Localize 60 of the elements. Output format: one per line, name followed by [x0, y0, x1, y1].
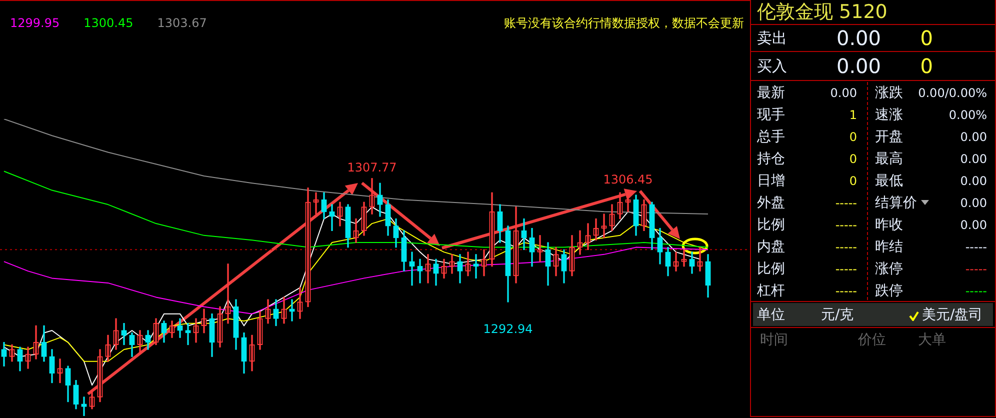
text: 最低 [875, 172, 903, 190]
text: 0 [920, 26, 933, 50]
text: 日增 [757, 172, 785, 190]
text: 0 [920, 54, 933, 78]
text: 开盘 [875, 128, 903, 146]
text: 杠杆 [757, 282, 785, 300]
text: 昨结 [875, 238, 903, 256]
text: 比例 [757, 260, 785, 278]
text: 0.00 [960, 173, 987, 190]
annotation: 1307.77 [347, 160, 397, 175]
text: ----- [965, 239, 987, 256]
text: 元/克 [821, 306, 854, 324]
text: 结算价 [875, 194, 917, 212]
text: 1299.95 [10, 16, 60, 30]
text: 0.00 [836, 54, 881, 78]
text: 最高 [875, 150, 903, 168]
text: 伦敦金现 5120 [757, 1, 888, 23]
text: ----- [835, 195, 857, 212]
text: 涨停 [875, 260, 903, 278]
text: 1 [849, 107, 857, 124]
text: 0.00 [960, 151, 987, 168]
text: 最新 [757, 84, 785, 102]
text: ----- [835, 217, 857, 234]
annotation: 1292.94 [483, 322, 533, 336]
text: 总手 [757, 128, 785, 146]
text: ----- [835, 239, 857, 256]
text: 0 [849, 151, 857, 168]
text: 0.00% [948, 107, 987, 124]
text: ----- [965, 283, 987, 300]
text: ----- [835, 283, 857, 300]
text: 0.00 [830, 85, 857, 102]
text: 跌停 [875, 282, 903, 300]
text: 0.00 [960, 195, 987, 212]
text: 1303.67 [157, 16, 207, 30]
text: 1300.45 [84, 16, 134, 30]
text: ----- [835, 261, 857, 278]
text: 时间 [760, 331, 788, 349]
text: 比例 [757, 216, 785, 234]
text: 账号没有该合约行情数据授权，数据不会更新 [504, 16, 744, 30]
text: 价位 [858, 331, 886, 349]
text: 0.00/0.00% [918, 85, 987, 102]
text: 买入 [757, 57, 787, 75]
text: 速涨 [875, 106, 903, 124]
text: 大单 [918, 331, 946, 349]
text: 昨收 [875, 216, 903, 234]
text: ----- [965, 261, 987, 278]
text: 卖出 [757, 29, 787, 47]
text: 美元/盘司 [922, 306, 983, 324]
text: 外盘 [757, 194, 785, 212]
text: 内盘 [757, 238, 785, 256]
text: 0 [849, 129, 857, 146]
text: 涨跌 [875, 84, 903, 102]
text: 0 [849, 173, 857, 190]
text: 0.00 [960, 129, 987, 146]
text: 0.00 [960, 217, 987, 234]
text: 单位 [757, 306, 785, 324]
annotation: 1306.45 [603, 172, 653, 186]
text: 0.00 [836, 26, 881, 50]
text: 现手 [757, 106, 785, 124]
text: 持仓 [757, 150, 785, 168]
